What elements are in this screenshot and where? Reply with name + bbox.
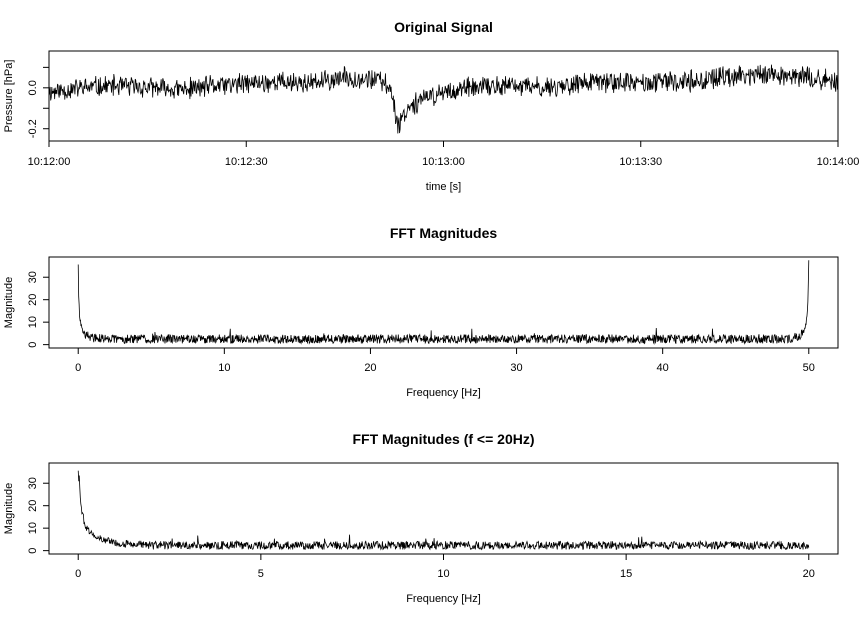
y-tick-label: 20 [27,500,39,512]
y-tick-label: 30 [27,271,39,283]
chart-panel-1: Original Signal 10:12:00 10:12:30 10:13:00 1… [3,19,859,193]
x-tick-label: 50 [803,362,815,374]
y-tick-label: 0.0 [27,80,39,95]
y-axis-label: Pressure [hPa] [3,60,15,133]
x-tick-label: 40 [657,362,669,374]
series-line [77,260,810,345]
x-tick-label: 10:13:00 [422,156,465,168]
x-tick-label: 30 [510,362,522,374]
x-tick-label: 20 [803,568,815,580]
x-tick-label: 10 [218,362,230,374]
x-tick-label: 10:12:30 [225,156,268,168]
x-tick-label: 10:14:00 [817,156,860,168]
x-tick-label: 10:12:00 [28,156,71,168]
x-tick-label: 10:13:30 [619,156,662,168]
x-axis-label: Frequency [Hz] [406,593,481,605]
y-tick-label: 30 [27,477,39,489]
chart-panel-2: FFT Magnitudes 0 10 20 30 40 50 0 10 20 30 Frequenc… [3,225,839,399]
plot-frame [48,256,839,349]
y-tick-label: 10 [27,522,39,534]
chart-title: FFT Magnitudes (f <= 20Hz) [352,431,534,447]
series-line [77,470,810,551]
chart-title: Original Signal [394,19,493,35]
x-tick-label: 5 [258,568,264,580]
plot-frame [48,462,839,555]
chart-title: FFT Magnitudes [390,225,498,241]
x-tick-label: 0 [75,568,81,580]
y-tick-label: -0.2 [27,119,39,138]
x-tick-label: 10 [437,568,449,580]
x-axis-label: Frequency [Hz] [406,387,481,399]
y-axis-label: Magnitude [3,483,15,534]
series-line [48,64,839,134]
x-tick-label: 15 [620,568,632,580]
x-tick-label: 0 [75,362,81,374]
y-tick-label: 0 [27,548,39,554]
y-tick-label: 20 [27,294,39,306]
y-tick-label: 0 [27,342,39,348]
x-tick-label: 20 [364,362,376,374]
chart-panel-3: FFT Magnitudes (f <= 20Hz) 0 5 10 15 20 0 10 20 3… [3,431,839,605]
x-axis-label: time [s] [426,181,461,193]
y-axis-label: Magnitude [3,277,15,328]
y-tick-label: 10 [27,316,39,328]
